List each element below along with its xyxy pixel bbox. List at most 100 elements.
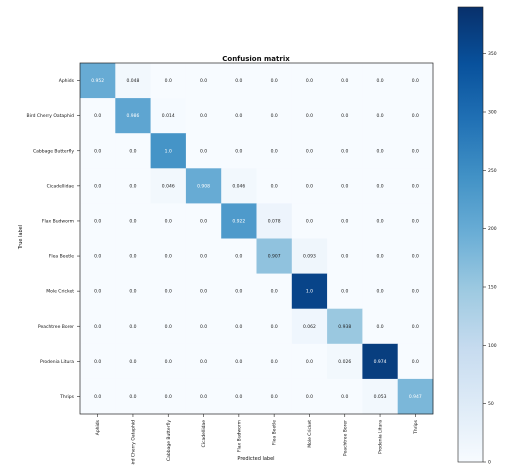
cell-value-label: 0.0 [271,324,278,330]
cell-value-label: 0.0 [129,359,136,365]
cell-value-label: 0.0 [94,289,101,295]
heatmap-cell [150,343,187,380]
heatmap-cell [362,133,398,169]
heatmap-cell [80,343,116,380]
cell-value-label: 0.0 [341,254,348,260]
x-tick-label: Aphids [95,419,101,435]
heatmap-cell [185,203,222,239]
cell-value-label: 0.0 [306,218,313,224]
x-tick-label: Thrips [413,419,419,435]
cell-value-label: 0.0 [376,289,383,295]
heatmap-cell [185,63,222,99]
heatmap-cell [397,378,434,415]
heatmap-cell [256,168,293,204]
cell-value-label: 0.0 [271,183,278,189]
heatmap-cell [185,98,222,134]
heatmap-cell [256,203,293,239]
cell-value-label: 0.0 [412,218,419,224]
heatmap-cell [397,133,434,169]
cell-value-label: 0.0 [341,218,348,224]
colorbar-tick-label: 100 [488,343,497,349]
cell-value-label: 0.986 [127,113,140,119]
heatmap-cell [150,63,187,99]
heatmap-cell [185,273,222,309]
heatmap-cell [115,168,151,204]
cell-value-label: 0.0 [341,78,348,84]
colorbar-gradient [457,6,484,463]
cell-value-label: 1.0 [306,289,313,295]
heatmap-cell [362,203,398,239]
heatmap-cell [362,273,398,309]
heatmap-cell [80,98,116,134]
heatmap-cell [256,308,293,345]
cell-value-label: 0.0 [94,324,101,330]
cell-value-label: 0.0 [271,359,278,365]
cell-value-label: 0.0 [376,218,383,224]
cell-value-label: 0.0 [94,218,101,224]
cell-value-label: 0.046 [232,183,245,189]
heatmap-cell [185,133,222,169]
cell-value-label: 0.0 [129,183,136,189]
cell-value-label: 0.0 [412,289,419,295]
cell-value-label: 0.0 [129,394,136,400]
heatmap-cell [150,378,187,415]
heatmap-cell [150,308,187,345]
cell-value-label: 0.0 [376,148,383,154]
cell-value-label: 0.0 [341,113,348,119]
cell-value-label: 0.0 [306,78,313,84]
heatmap-cell [221,378,257,415]
heatmap-cell [221,63,257,99]
heatmap-cell [291,343,328,380]
cell-value-label: 0.0 [200,394,207,400]
y-tick-label: Cabbage Butterfly [33,148,74,154]
heatmap-cell [150,238,187,274]
heatmap-cell [397,203,434,239]
heatmap-cell [221,273,257,309]
colorbar-ticks: 0 50 100 150 200 250 300 350 [483,51,497,465]
cell-value-label: 0.0 [129,218,136,224]
cell-value-label: 0.0 [306,148,313,154]
heatmap-cell [362,308,398,345]
heatmap-cell [115,133,151,169]
cell-value-label: 0.048 [127,78,140,84]
cell-value-label: 0.0 [129,148,136,154]
heatmap-cell [327,273,363,309]
cell-value-label: 0.026 [338,359,351,365]
heatmap-cell [397,168,434,204]
heatmap-cell [150,168,187,204]
cell-value-label: 0.0 [235,254,242,260]
cell-value-label: 0.0 [200,148,207,154]
heatmap-cell [291,133,328,169]
cell-value-label: 0.0 [235,289,242,295]
cell-value-label: 0.0 [165,289,172,295]
cell-value-label: 0.0 [94,359,101,365]
heatmap-cell [221,98,257,134]
heatmap-cell [221,343,257,380]
heatmap-cell [80,238,116,274]
y-tick-label: Peachtree Borer [38,324,74,330]
heatmap-cell [256,63,293,99]
cell-value-label: 0.0 [235,359,242,365]
cell-value-label: 0.907 [268,254,281,260]
cell-value-label: 0.0 [306,359,313,365]
heatmap-cell [291,238,328,274]
cell-value-label: 0.0 [200,113,207,119]
heatmap-cell [115,98,151,134]
heatmap-cell [185,343,222,380]
heatmap-cell [327,203,363,239]
heatmap-cell [115,203,151,239]
x-tick-label: Flea Beetle [272,420,278,445]
heatmap-cell [150,203,187,239]
heatmap-cell [327,168,363,204]
heatmap-cell [115,238,151,274]
colorbar-tick-label: 350 [488,51,497,57]
cell-value-label: 0.0 [129,324,136,330]
cell-value-label: 0.0 [412,254,419,260]
cell-value-label: 0.0 [94,183,101,189]
heatmap-cell [80,203,116,239]
heatmap-cell [150,98,187,134]
cell-value-label: 0.0 [235,324,242,330]
cell-value-label: 0.0 [341,148,348,154]
cell-value-label: 0.0 [306,183,313,189]
cell-value-label: 0.0 [412,324,419,330]
